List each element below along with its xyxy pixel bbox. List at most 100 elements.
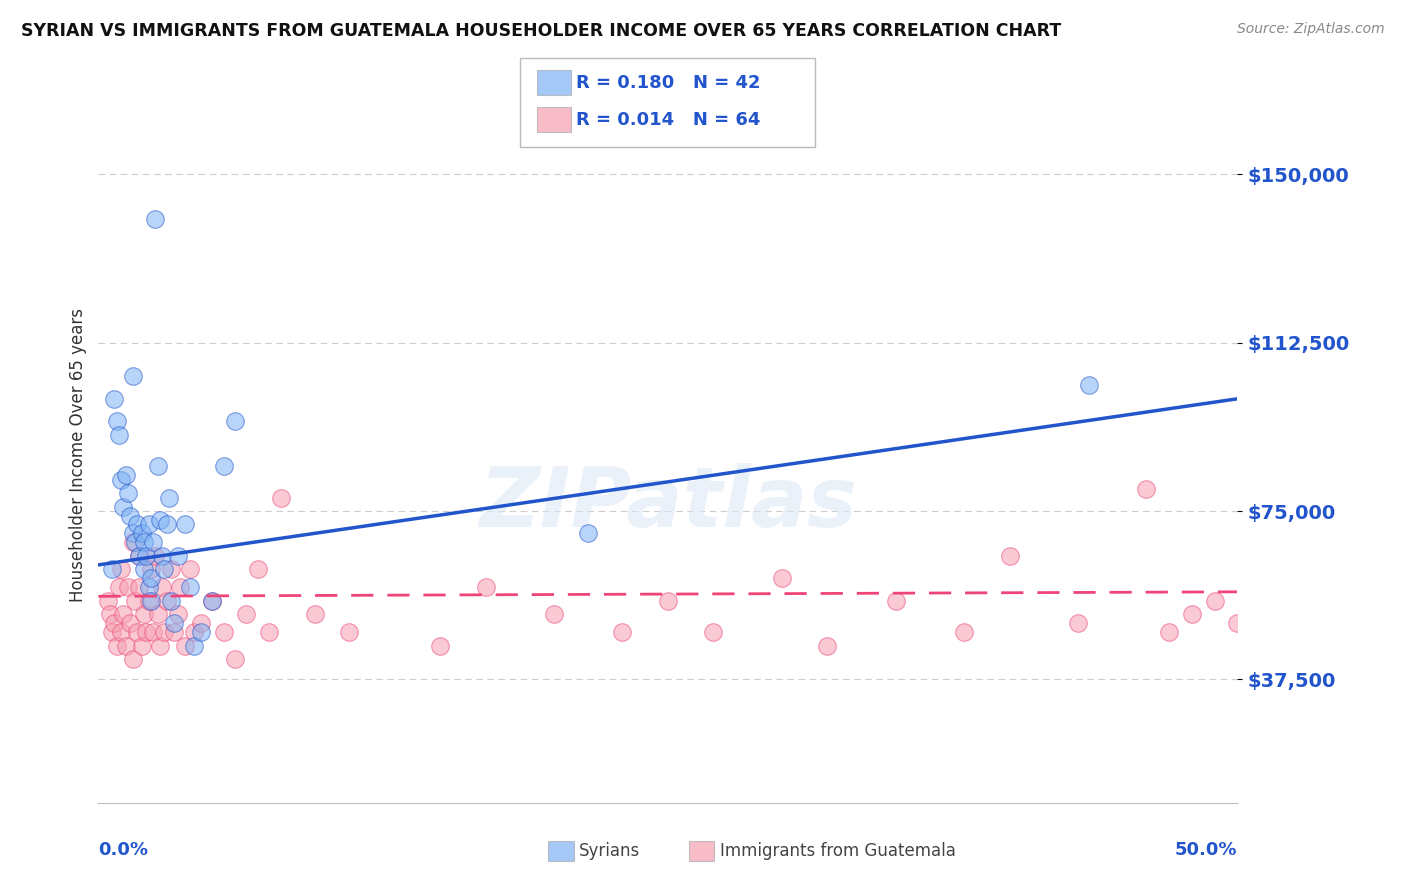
Point <box>150 580 173 594</box>
Point <box>132 607 155 622</box>
Point <box>224 414 246 428</box>
Point <box>156 517 179 532</box>
Point <box>770 571 793 585</box>
Point <box>153 562 176 576</box>
Point <box>160 594 183 608</box>
Point <box>146 459 169 474</box>
Point <box>131 526 153 541</box>
Point <box>139 562 162 576</box>
Point <box>304 607 326 622</box>
Point <box>270 491 292 505</box>
Point <box>135 625 157 640</box>
Point <box>953 625 976 640</box>
Point <box>149 513 172 527</box>
Point <box>142 535 165 549</box>
Point <box>128 549 150 563</box>
Point <box>259 625 281 640</box>
Point <box>131 639 153 653</box>
Point <box>112 607 135 622</box>
Point <box>138 594 160 608</box>
Point <box>110 562 132 576</box>
Point <box>174 639 197 653</box>
Point <box>110 473 132 487</box>
Point <box>145 212 167 227</box>
Point <box>167 549 190 563</box>
Point <box>543 607 565 622</box>
Point <box>1204 594 1226 608</box>
Point <box>132 535 155 549</box>
Point <box>474 580 496 594</box>
Point <box>157 491 180 505</box>
Point <box>702 625 724 640</box>
Point <box>153 625 176 640</box>
Point <box>103 616 125 631</box>
Point <box>117 486 139 500</box>
Point <box>190 625 212 640</box>
Point <box>429 639 451 653</box>
Point <box>132 562 155 576</box>
Point <box>114 468 136 483</box>
Point <box>105 414 128 428</box>
Point <box>156 594 179 608</box>
Point <box>1135 482 1157 496</box>
Y-axis label: Householder Income Over 65 years: Householder Income Over 65 years <box>69 308 87 602</box>
Point <box>112 500 135 514</box>
Point <box>146 607 169 622</box>
Point <box>1226 616 1249 631</box>
Point <box>121 652 143 666</box>
Point <box>142 625 165 640</box>
Point <box>120 616 142 631</box>
Point <box>98 607 121 622</box>
Point <box>224 652 246 666</box>
Point <box>246 562 269 576</box>
Point <box>183 625 205 640</box>
Text: Source: ZipAtlas.com: Source: ZipAtlas.com <box>1237 22 1385 37</box>
Point <box>167 607 190 622</box>
Point <box>1078 378 1101 392</box>
Point <box>121 369 143 384</box>
Point <box>128 580 150 594</box>
Point <box>117 580 139 594</box>
Point <box>815 639 838 653</box>
Point <box>212 625 235 640</box>
Text: R = 0.014   N = 64: R = 0.014 N = 64 <box>576 111 761 128</box>
Point <box>138 517 160 532</box>
Point <box>138 580 160 594</box>
Point <box>150 549 173 563</box>
Point <box>235 607 257 622</box>
Point <box>101 625 124 640</box>
Point <box>884 594 907 608</box>
Point <box>124 535 146 549</box>
Point <box>183 639 205 653</box>
Point <box>1181 607 1204 622</box>
Text: Syrians: Syrians <box>579 842 641 860</box>
Text: 50.0%: 50.0% <box>1175 841 1237 859</box>
Point <box>160 562 183 576</box>
Point <box>120 508 142 523</box>
Point <box>96 594 118 608</box>
Point <box>108 427 131 442</box>
Point <box>127 625 149 640</box>
Text: Immigrants from Guatemala: Immigrants from Guatemala <box>720 842 956 860</box>
Point <box>127 517 149 532</box>
Point <box>110 625 132 640</box>
Point <box>612 625 634 640</box>
Point <box>124 594 146 608</box>
Text: 0.0%: 0.0% <box>98 841 149 859</box>
Text: ZIPatlas: ZIPatlas <box>479 463 856 544</box>
Point <box>212 459 235 474</box>
Point <box>201 594 224 608</box>
Point <box>139 571 162 585</box>
Point <box>108 580 131 594</box>
Point <box>169 580 191 594</box>
Point <box>121 526 143 541</box>
Point <box>149 639 172 653</box>
Point <box>201 594 224 608</box>
Point <box>1067 616 1090 631</box>
Point <box>121 535 143 549</box>
Point <box>1157 625 1180 640</box>
Point <box>179 562 201 576</box>
Point <box>337 625 360 640</box>
Point <box>998 549 1021 563</box>
Point <box>657 594 679 608</box>
